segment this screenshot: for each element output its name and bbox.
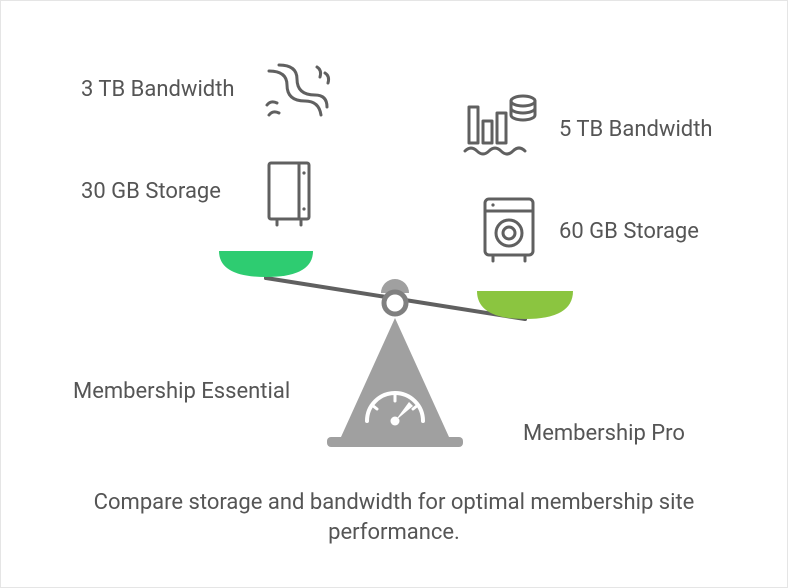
left-pan — [219, 251, 313, 277]
comparison-infographic: 3 TB Bandwidth 30 GB Storage Membership … — [0, 0, 788, 588]
balance-scale — [1, 1, 788, 481]
caption-text: Compare storage and bandwidth for optima… — [1, 488, 787, 547]
